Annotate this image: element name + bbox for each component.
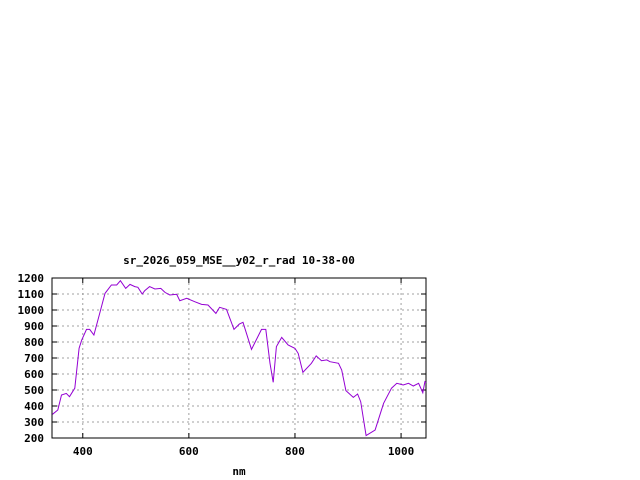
- y-tick-label: 900: [24, 320, 44, 333]
- ticks: 200 300 400 500 600 700 800 900 1000 1100 1200 400 6…: [18, 272, 426, 458]
- y-tick-label: 300: [24, 416, 44, 429]
- x-tick-label: 800: [285, 445, 305, 458]
- x-tick-label: 1000: [388, 445, 415, 458]
- x-axis-label: nm: [232, 465, 246, 478]
- x-tick-label: 400: [73, 445, 93, 458]
- y-tick-label: 400: [24, 400, 44, 413]
- y-tick-label: 1200: [18, 272, 45, 285]
- y-tick-label: 1100: [18, 288, 45, 301]
- grid: [52, 278, 426, 438]
- x-tick-label: 600: [179, 445, 199, 458]
- y-tick-label: 500: [24, 384, 44, 397]
- y-tick-label: 700: [24, 352, 44, 365]
- y-tick-label: 200: [24, 432, 44, 445]
- y-tick-label: 600: [24, 368, 44, 381]
- chart-title: sr_2026_059_MSE__y02_r_rad 10-38-00: [123, 254, 355, 267]
- y-tick-label: 800: [24, 336, 44, 349]
- series-line: [52, 279, 427, 437]
- y-tick-label: 1000: [18, 304, 45, 317]
- plot-border: [51, 277, 427, 439]
